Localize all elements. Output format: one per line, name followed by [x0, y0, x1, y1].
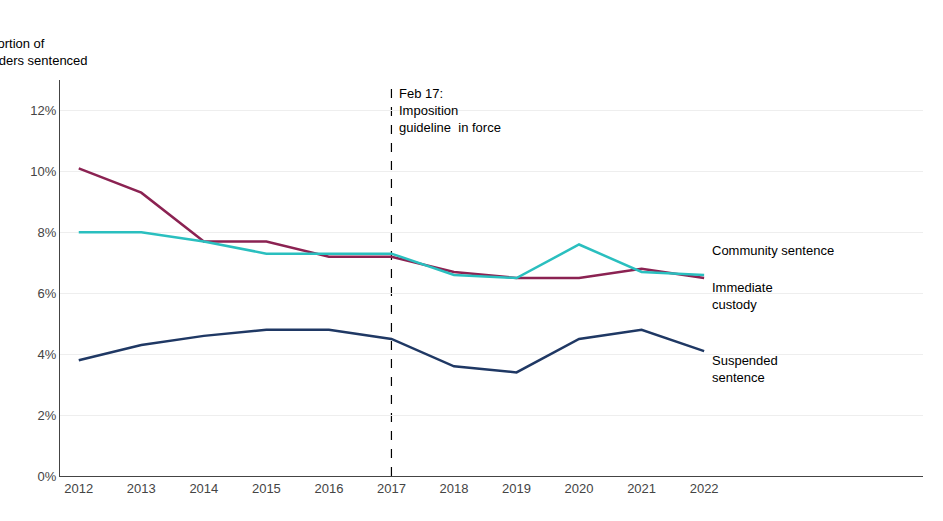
svg-text:Immediatecustody: Immediatecustody — [712, 280, 773, 312]
svg-text:12%: 12% — [30, 103, 56, 118]
svg-text:2020: 2020 — [565, 481, 594, 496]
svg-text:0%: 0% — [38, 469, 57, 484]
svg-text:2019: 2019 — [502, 481, 531, 496]
svg-text:2016: 2016 — [314, 481, 343, 496]
svg-text:2017: 2017 — [377, 481, 406, 496]
svg-text:2022: 2022 — [690, 481, 719, 496]
svg-text:2012: 2012 — [64, 481, 93, 496]
svg-text:4%: 4% — [38, 347, 57, 362]
svg-text:2%: 2% — [38, 408, 57, 423]
svg-text:2014: 2014 — [189, 481, 218, 496]
svg-text:Suspendedsentence: Suspendedsentence — [712, 353, 778, 385]
svg-text:8%: 8% — [38, 225, 57, 240]
svg-text:2015: 2015 — [252, 481, 281, 496]
svg-text:10%: 10% — [30, 164, 56, 179]
svg-text:6%: 6% — [38, 286, 57, 301]
svg-text:2021: 2021 — [627, 481, 656, 496]
svg-text:Proportion ofoffenders sentenc: Proportion ofoffenders sentenced — [0, 36, 88, 68]
svg-text:Feb 17:Impositionguideline in: Feb 17:Impositionguideline in force — [399, 86, 501, 135]
svg-text:Community sentence: Community sentence — [712, 243, 834, 258]
svg-text:2013: 2013 — [127, 481, 156, 496]
svg-text:2018: 2018 — [440, 481, 469, 496]
